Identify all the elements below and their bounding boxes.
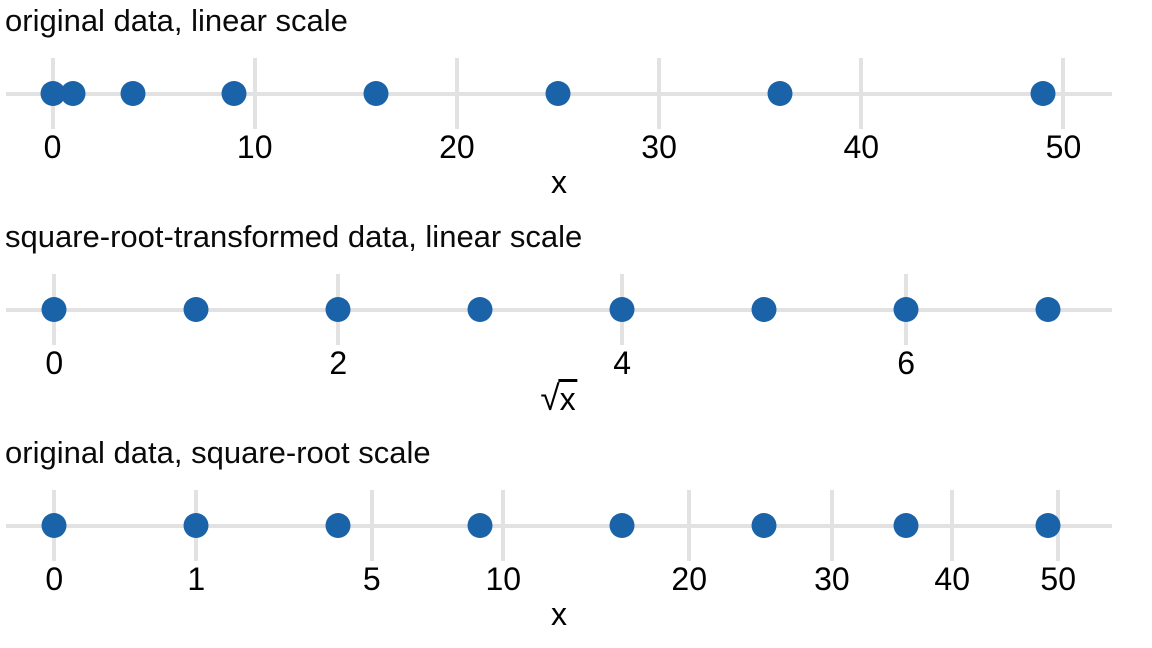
data-point [41, 297, 67, 322]
gridline [687, 490, 692, 561]
gridline [252, 58, 257, 129]
tick-label: 30 [814, 561, 850, 597]
data-point [545, 81, 571, 106]
tick-label: 4 [613, 345, 632, 381]
tick-label: 0 [43, 129, 62, 165]
data-point [221, 81, 247, 106]
data-point [325, 297, 351, 322]
tick-label: 40 [843, 129, 880, 165]
x-axis-label: √x [540, 379, 578, 418]
tick-label: 10 [236, 129, 273, 165]
panel-title: original data, linear scale [5, 3, 348, 38]
x-axis-line [6, 524, 1112, 528]
gridline [1061, 58, 1066, 129]
gridline [950, 490, 955, 561]
panel-title: square-root-transformed data, linear sca… [5, 219, 583, 254]
tick-label: 1 [187, 561, 206, 597]
data-point [1030, 81, 1056, 106]
tick-label: 2 [329, 345, 348, 381]
data-point [1035, 297, 1061, 322]
tick-label: 30 [641, 129, 677, 165]
data-point [751, 297, 777, 322]
data-point [893, 513, 919, 538]
tick-label: 0 [45, 561, 64, 597]
plot-area: 0 2 4 6 √x [0, 216, 1152, 432]
data-point [893, 297, 919, 322]
gridline [369, 490, 374, 561]
tick-label: 40 [934, 561, 970, 597]
data-point [183, 297, 209, 322]
panel-original-sqrt-scale: original data, square-root scale 0 1 5 10 20… [0, 432, 1152, 648]
data-point [41, 513, 67, 538]
gridline [501, 490, 506, 561]
panel-original-linear: original data, linear scale 0 10 20 30 40 50 x [0, 0, 1152, 216]
data-point [467, 297, 493, 322]
data-point [467, 513, 493, 538]
data-point [609, 297, 635, 322]
x-axis-label: x [551, 164, 567, 200]
data-point [767, 81, 793, 106]
panel-sqrt-transformed-linear: square-root-transformed data, linear sca… [0, 216, 1152, 432]
tick-label: 0 [45, 345, 64, 381]
data-point [1035, 513, 1061, 538]
tick-label: 20 [671, 561, 707, 597]
data-point [183, 513, 209, 538]
gridline [829, 490, 834, 561]
tick-label: 50 [1045, 129, 1082, 165]
tick-label: 5 [362, 561, 381, 597]
data-point [363, 81, 389, 106]
data-point [120, 81, 146, 106]
gridline [657, 58, 662, 129]
gridline [859, 58, 864, 129]
data-point [60, 81, 86, 106]
plot-area: 0 1 5 10 20 30 40 50 x [0, 432, 1152, 648]
sqrt-radicand: x [558, 379, 578, 417]
tick-label: 20 [439, 129, 475, 165]
data-point [325, 513, 351, 538]
gridline [454, 58, 459, 129]
tick-label: 50 [1040, 561, 1076, 597]
data-point [751, 513, 777, 538]
x-axis-label: x [551, 596, 567, 632]
data-point [609, 513, 635, 538]
sqrt-radical-sign: √ [540, 379, 560, 418]
tick-label: 6 [897, 345, 916, 381]
tick-label: 10 [485, 561, 522, 597]
panel-title: original data, square-root scale [5, 435, 431, 470]
plot-area: 0 10 20 30 40 50 x [0, 0, 1152, 216]
x-axis-line [6, 308, 1112, 312]
